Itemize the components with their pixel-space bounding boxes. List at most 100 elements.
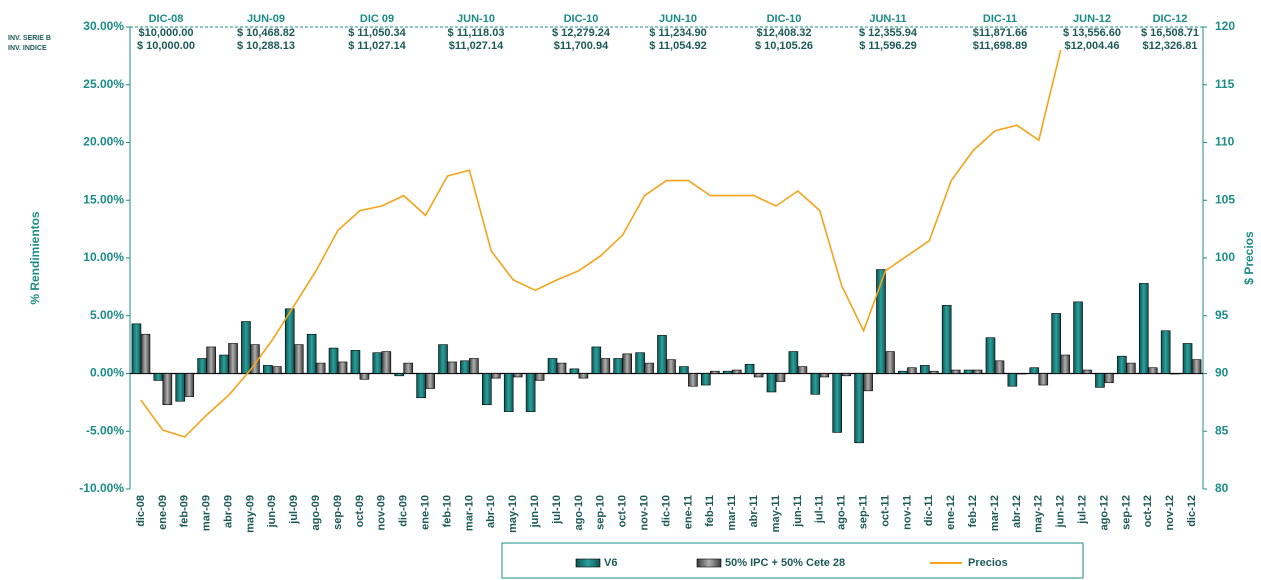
bar — [525, 373, 536, 412]
x-tick-label: may-09 — [244, 495, 256, 533]
x-tick-label: ene-11 — [682, 495, 694, 529]
x-tick-label: jun-10 — [529, 495, 541, 528]
header-serie-b: $ 10,468.82 — [237, 27, 295, 39]
bar — [644, 362, 654, 374]
header-indice: $12,004.46 — [1064, 40, 1119, 52]
bar — [547, 358, 558, 374]
bar — [841, 373, 851, 377]
x-tick-label: jun-09 — [266, 495, 278, 528]
y-tick-label: 15.00% — [83, 192, 124, 206]
bar — [722, 370, 733, 374]
header-serie-b: $ 11,234.90 — [649, 27, 707, 39]
bar — [263, 365, 273, 374]
x-tick-label: nov-11 — [901, 495, 913, 530]
header-serie-b: $ 12,279.24 — [552, 27, 611, 39]
bar — [832, 373, 842, 433]
bar — [731, 369, 742, 374]
header-indice: $11,027.14 — [449, 40, 504, 52]
y-tick-label: 5.00% — [90, 308, 124, 322]
header-label: JUN-10 — [457, 13, 495, 25]
x-tick-label: abr-09 — [222, 495, 234, 528]
header-serie-b: $ 11,118.03 — [448, 27, 505, 39]
x-tick-label: sep-09 — [332, 495, 344, 530]
bar — [425, 373, 435, 389]
header-label: JUN-12 — [1073, 13, 1111, 25]
y-axis-title: % Rendimientos — [28, 211, 42, 305]
header-indice: $ 11,054.92 — [649, 40, 707, 52]
y-tick-label: 10.00% — [83, 250, 124, 264]
x-tick-label: may-11 — [770, 495, 782, 532]
x-tick-label: ene-09 — [157, 495, 169, 530]
header-label: DIC 09 — [360, 13, 394, 25]
legend-label: 50% IPC + 50% Cete 28 — [725, 557, 845, 569]
x-tick-label: nov-09 — [376, 495, 388, 530]
header-indice: $12,326.81 — [1142, 40, 1197, 52]
header-label: JUN-10 — [659, 13, 697, 25]
bar — [175, 373, 186, 402]
bar — [1191, 359, 1202, 374]
bar — [709, 370, 720, 374]
header-serie-b: $11,871.66 — [973, 27, 1027, 39]
x-tick-label: jul-10 — [551, 495, 563, 525]
bar — [679, 366, 689, 374]
bar — [293, 344, 304, 374]
header-indice: $ 10,288.13 — [237, 40, 295, 52]
bar — [140, 333, 151, 374]
bar — [438, 344, 448, 374]
bar — [460, 360, 470, 374]
bar — [337, 361, 348, 374]
x-tick-label: nov-10 — [639, 495, 651, 530]
bar — [600, 358, 611, 374]
header-indice: $ 10,105.26 — [755, 40, 813, 52]
bar — [153, 373, 164, 381]
x-tick-label: sep-12 — [1120, 495, 1132, 530]
x-tick-label: feb-11 — [704, 495, 716, 527]
header-indice: $11,698.89 — [973, 40, 1027, 52]
y-tick-label: 0.00% — [90, 366, 124, 380]
header-serie-b: $ 11,050.34 — [348, 27, 406, 39]
x-tick-label: may-12 — [1033, 495, 1045, 533]
x-tick-label: oct-10 — [617, 495, 629, 527]
legend-label: V6 — [604, 557, 617, 569]
bar — [250, 344, 260, 374]
bar — [241, 321, 251, 374]
x-tick-label: mar-12 — [989, 495, 1001, 531]
y2-tick-label: 105 — [1215, 192, 1235, 206]
bar — [753, 373, 764, 378]
bar — [228, 343, 238, 374]
x-tick-label: oct-11 — [879, 495, 891, 527]
y-tick-label: 20.00% — [83, 135, 124, 149]
bar — [898, 370, 908, 374]
x-tick-label: ene-12 — [945, 495, 957, 530]
bar — [512, 373, 523, 378]
bar — [657, 335, 667, 374]
bar — [919, 365, 930, 374]
bar — [131, 323, 142, 374]
bar — [162, 373, 173, 405]
bar — [635, 352, 645, 374]
bar — [284, 308, 295, 374]
x-tick-label: feb-12 — [967, 495, 979, 527]
y-tick-label: 25.00% — [83, 77, 124, 91]
y2-tick-label: 100 — [1215, 250, 1235, 264]
bar — [372, 352, 383, 374]
header-indice: $ 11,027.14 — [348, 40, 406, 52]
header-label: JUN-09 — [247, 13, 285, 25]
bar — [775, 373, 786, 382]
y2-tick-label: 120 — [1215, 19, 1235, 33]
header-serie-b: $12,408.32 — [756, 27, 811, 39]
legend-box — [501, 542, 1084, 579]
bar — [907, 367, 917, 374]
bar — [1169, 373, 1180, 375]
x-tick-label: abr-12 — [1011, 495, 1023, 528]
bar — [963, 369, 974, 374]
bar — [928, 370, 939, 374]
header-indice: $ 11,596.29 — [859, 40, 917, 52]
bar — [1160, 330, 1171, 374]
x-tick-label: jun-11 — [792, 495, 804, 528]
header-serie-b: $10,000.00 — [138, 27, 193, 39]
bar — [994, 360, 1005, 374]
x-tick-label: jun-12 — [1055, 495, 1067, 528]
bar — [197, 358, 207, 374]
bar — [819, 373, 830, 378]
